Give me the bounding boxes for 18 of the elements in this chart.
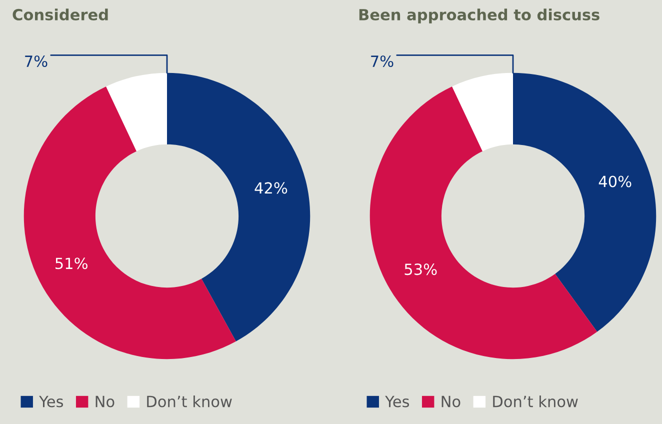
data-label: 51%	[56, 258, 88, 270]
legend-label: Yes	[39, 396, 64, 408]
donut-slice	[452, 72, 513, 152]
chart-title: Been approached to discuss	[359, 8, 600, 24]
donut-slice	[370, 86, 598, 360]
legend-label: Don’t know	[493, 395, 578, 408]
chart-title: Considered	[12, 8, 108, 20]
legend-label: Yes	[385, 396, 410, 408]
data-label: 53%	[404, 264, 437, 276]
data-label: 42%	[254, 182, 288, 194]
data-label: 7%	[371, 55, 394, 68]
legend-label: Don’t know	[147, 395, 232, 408]
legend-label: No	[96, 396, 114, 408]
data-label: 40%	[598, 176, 632, 188]
donut-slice	[106, 72, 167, 152]
donut-slice	[24, 86, 236, 360]
data-label: 7%	[25, 55, 48, 68]
legend-label: No	[442, 396, 460, 408]
